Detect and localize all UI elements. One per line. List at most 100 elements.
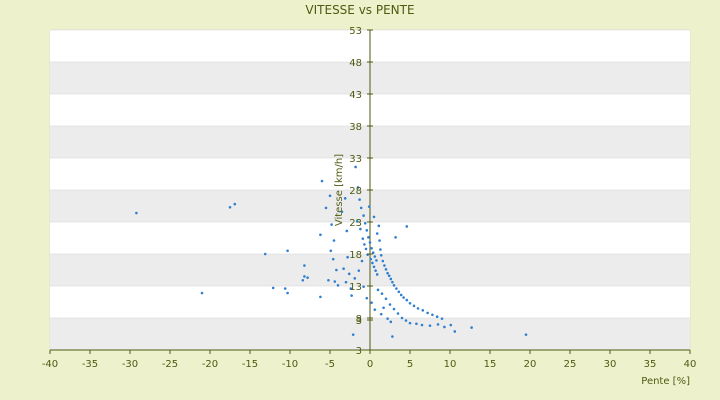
data-point bbox=[345, 229, 349, 233]
data-point bbox=[431, 313, 434, 317]
data-point bbox=[379, 312, 383, 316]
data-point bbox=[373, 308, 377, 311]
x-tick-label: 5 bbox=[407, 359, 413, 370]
data-point bbox=[306, 276, 309, 279]
data-point bbox=[375, 232, 379, 235]
data-point bbox=[386, 317, 389, 320]
data-point bbox=[320, 179, 324, 183]
x-tick-label: -15 bbox=[242, 359, 258, 370]
data-point bbox=[271, 286, 275, 290]
data-point bbox=[374, 269, 377, 272]
data-point bbox=[375, 273, 379, 276]
y-tick-label: 43 bbox=[349, 90, 362, 101]
data-point bbox=[233, 202, 237, 206]
y-tick-label: 28 bbox=[349, 186, 362, 197]
y-tick-label: 38 bbox=[349, 122, 362, 133]
y-tick-label: 3 bbox=[356, 346, 362, 357]
data-point bbox=[389, 320, 393, 324]
data-point bbox=[426, 311, 429, 315]
data-point bbox=[386, 271, 389, 275]
data-point bbox=[358, 198, 361, 201]
data-point bbox=[263, 252, 267, 256]
data-point bbox=[368, 241, 372, 244]
data-point bbox=[362, 285, 365, 288]
data-point bbox=[379, 248, 382, 251]
data-point bbox=[377, 224, 381, 228]
data-point bbox=[378, 239, 381, 242]
data-point bbox=[440, 317, 444, 320]
x-tick-label: -10 bbox=[282, 359, 298, 370]
y-tick-label: 53 bbox=[349, 26, 362, 37]
y-tick-label: 18 bbox=[349, 250, 362, 261]
data-point bbox=[412, 304, 416, 308]
data-point bbox=[470, 326, 473, 329]
y-tick-label: 48 bbox=[349, 58, 362, 69]
data-point bbox=[200, 291, 204, 295]
data-point bbox=[301, 278, 305, 282]
x-tick-label: -40 bbox=[42, 359, 58, 370]
data-point bbox=[392, 284, 396, 287]
data-points bbox=[135, 165, 528, 338]
data-point bbox=[415, 322, 418, 326]
data-point bbox=[319, 233, 322, 237]
data-point bbox=[347, 272, 351, 276]
x-tick-label: 15 bbox=[484, 359, 497, 370]
data-point bbox=[370, 246, 373, 250]
data-point bbox=[343, 197, 347, 200]
y-tick-label: 8 bbox=[356, 314, 362, 325]
data-point bbox=[303, 264, 306, 267]
data-point bbox=[363, 221, 367, 225]
data-point bbox=[336, 284, 340, 287]
data-point bbox=[286, 249, 289, 253]
data-point bbox=[350, 294, 353, 297]
data-point bbox=[402, 296, 405, 299]
data-point bbox=[286, 291, 289, 295]
data-point bbox=[331, 257, 335, 261]
x-tick-label: 25 bbox=[564, 359, 577, 370]
data-point bbox=[360, 259, 364, 263]
data-point bbox=[381, 259, 385, 263]
x-tick-labels: -40 -35 -30 -25 -20 -15 -10 -5 0 5 10 15 20 25 30 35 40 bbox=[42, 350, 697, 370]
data-point bbox=[392, 307, 396, 311]
data-point bbox=[333, 280, 337, 283]
data-point bbox=[361, 237, 365, 240]
data-point bbox=[332, 239, 336, 242]
data-point bbox=[330, 223, 333, 226]
data-point bbox=[329, 249, 333, 253]
data-point bbox=[359, 227, 362, 231]
data-point bbox=[342, 267, 345, 271]
data-point bbox=[428, 324, 432, 327]
y-axis-label: Vitesse [km/h] bbox=[334, 154, 345, 226]
data-point bbox=[405, 298, 409, 302]
data-point bbox=[420, 323, 424, 327]
x-tick-label: 40 bbox=[684, 359, 697, 370]
x-tick-label: 0 bbox=[367, 359, 373, 370]
data-point bbox=[365, 229, 369, 232]
data-point bbox=[351, 333, 355, 336]
data-point bbox=[443, 325, 446, 329]
data-point bbox=[387, 274, 391, 278]
data-point bbox=[328, 194, 332, 198]
x-tick-label: -5 bbox=[325, 359, 335, 370]
x-tick-label: -20 bbox=[202, 359, 218, 370]
x-axis-label: Pente [%] bbox=[641, 376, 690, 387]
x-tick-label: -25 bbox=[162, 359, 178, 370]
data-point bbox=[399, 293, 403, 297]
data-point bbox=[355, 220, 359, 223]
data-point bbox=[376, 288, 380, 292]
data-point bbox=[394, 236, 397, 239]
data-point bbox=[319, 295, 322, 299]
chart-title: VITESSE vs PENTE bbox=[305, 3, 414, 17]
data-point bbox=[367, 236, 370, 239]
data-point bbox=[371, 261, 374, 265]
data-point bbox=[363, 243, 366, 246]
data-point bbox=[405, 225, 409, 228]
data-point bbox=[416, 307, 420, 310]
data-point bbox=[371, 251, 375, 255]
data-point bbox=[372, 215, 376, 219]
data-point bbox=[449, 323, 453, 327]
data-point bbox=[388, 303, 392, 306]
data-point bbox=[436, 323, 440, 326]
